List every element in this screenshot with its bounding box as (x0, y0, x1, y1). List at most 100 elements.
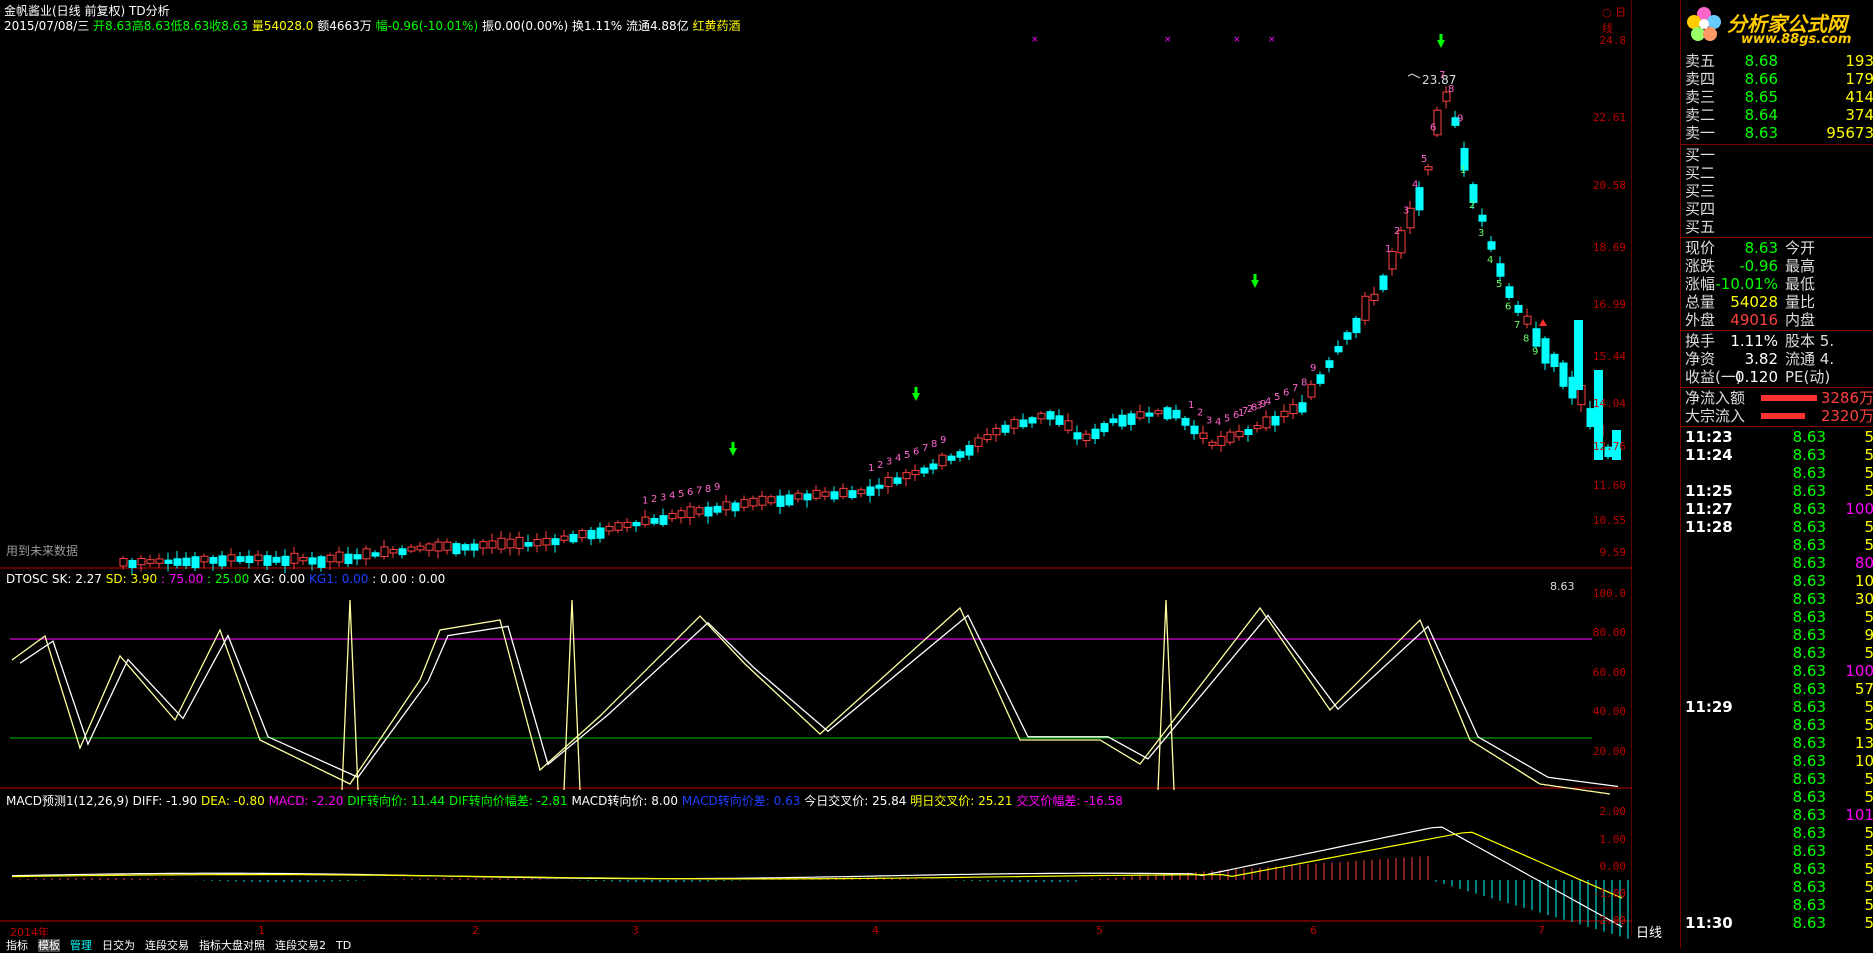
chart-title: 金帆酱业(日线 前复权) TD分析 (4, 4, 170, 18)
candle (1532, 328, 1541, 347)
td-count-label: 5 (678, 489, 684, 500)
quote-open: 开8.63 (93, 19, 132, 33)
tick-row: 8.63 57 (1681, 680, 1873, 698)
marker-x-icon: × (1233, 35, 1241, 45)
td-count-label: 3 (1478, 228, 1484, 239)
tab-template[interactable]: 模板 (38, 939, 60, 952)
candle (1559, 362, 1568, 387)
tick-row: 8.63 5 (1681, 464, 1873, 482)
quote-high: 高8.63 (131, 19, 171, 33)
tick-price: 8.63 (1792, 518, 1826, 536)
tab-daily[interactable]: 日交为 (102, 939, 135, 952)
tick-row: 8.63 13 (1681, 734, 1873, 752)
quote-label2: 量比 (1785, 293, 1816, 311)
time-tick: 2 (472, 924, 479, 937)
buy-4-row: 买四 (1681, 200, 1873, 218)
tick-price: 8.63 (1792, 824, 1826, 842)
candle (398, 548, 407, 556)
tab-segment[interactable]: 连段交易 (145, 939, 189, 952)
candle (767, 496, 776, 504)
tick-price: 8.63 (1792, 554, 1826, 572)
candle (650, 518, 659, 524)
sell-4-vol: 179 (1845, 70, 1873, 88)
candle (776, 495, 785, 507)
candle (1073, 432, 1082, 440)
candle (1334, 346, 1343, 353)
tick-list[interactable]: 11:23 8.63 5 11:24 8.63 5 8.63 5 11:25 8.63 5 11:27… (1681, 428, 1873, 948)
tick-volume: 30 (1854, 590, 1873, 608)
tick-row: 8.63 5 (1681, 878, 1873, 896)
flow-row-net: 净流入额 3286万 (1681, 389, 1873, 407)
macd-dif-line (11, 826, 1623, 928)
dtosc-sd-line (19, 614, 1619, 788)
tick-volume: 5 (1864, 842, 1873, 860)
candle (281, 555, 290, 566)
tick-price: 8.63 (1792, 734, 1826, 752)
candle (1010, 419, 1019, 429)
tab-indicator[interactable]: 指标 (6, 939, 28, 952)
quote-label2: 最低 (1785, 275, 1816, 293)
td-count-label: 6 (1430, 122, 1436, 133)
candle (884, 476, 893, 487)
time-tick: 7 (1538, 924, 1545, 937)
tick-row: 8.63 5 (1681, 896, 1873, 914)
candle (668, 512, 677, 520)
tick-row: 8.63 10 (1681, 752, 1873, 770)
tick-price: 8.63 (1792, 788, 1826, 806)
tick-volume: 5 (1864, 608, 1873, 626)
candle (1307, 383, 1316, 398)
chart-area[interactable]: 金帆酱业(日线 前复权) TD分析 2015/07/08/三 开8.63高8.6… (0, 0, 1632, 952)
candle (1586, 408, 1595, 428)
candle (128, 560, 137, 569)
td-count-label: 8 (1251, 403, 1257, 414)
stats-label2: 流通 (1785, 350, 1816, 368)
sell-1-vol: 95673 (1826, 124, 1873, 142)
info-panel: 分析家公式网 www.88gs.com 卖五 8.68 193 卖四 8.66 179 … (1680, 0, 1873, 948)
td-count-label: 2 (1469, 200, 1475, 211)
quote-amplitude: 振0.00(0.00%) (481, 19, 569, 33)
tick-price: 8.63 (1792, 626, 1826, 644)
candle (1370, 293, 1379, 301)
price-tick: 24.8 (1599, 34, 1627, 47)
candle (1594, 370, 1603, 460)
tick-time: 11:27 (1685, 500, 1733, 518)
dtosc-tick: 100.0 (1592, 587, 1626, 600)
candle (893, 477, 902, 484)
dtosc-spike (1157, 599, 1175, 791)
time-tick: 2014年 (10, 926, 49, 939)
candle (641, 516, 650, 526)
tick-row: 8.63 100 (1681, 662, 1873, 680)
tick-volume: 5 (1864, 878, 1873, 896)
buy-1-label: 买一 (1685, 146, 1716, 164)
buy-5-row: 买五 (1681, 218, 1873, 236)
candle (236, 556, 245, 562)
sell-2-price: 8.64 (1744, 106, 1778, 124)
td-count-label: 8 (1301, 377, 1307, 388)
td-count-label: 9 (1532, 347, 1538, 358)
tab-compare[interactable]: 指标大盘对照 (199, 939, 265, 952)
tab-segment2[interactable]: 连段交易2 (275, 939, 326, 952)
price-tick: 11.60 (1592, 479, 1626, 492)
tab-td[interactable]: TD (336, 939, 352, 952)
td-count-label: 5 (1274, 392, 1280, 403)
period-label[interactable]: 日线 (1636, 926, 1663, 941)
tick-price: 8.63 (1792, 716, 1826, 734)
candle (1388, 251, 1397, 270)
time-tick: 3 (632, 924, 639, 937)
flow-value: 2320万 (1820, 407, 1873, 425)
candle (452, 543, 461, 555)
sell-3-label: 卖三 (1685, 88, 1716, 106)
dtosc-extra2: : 0.00 (372, 572, 407, 586)
tick-row: 11:28 8.63 5 (1681, 518, 1873, 536)
tick-row: 8.63 5 (1681, 644, 1873, 662)
quote-label2: 内盘 (1785, 311, 1816, 329)
quote-date: 2015/07/08/三 (4, 19, 90, 33)
future-data-note: 用到未来数据 (6, 544, 79, 558)
candle (1109, 418, 1118, 424)
candle (344, 553, 353, 565)
td-count-label: 2 (877, 460, 883, 471)
td-count-label: 2 (1394, 226, 1400, 237)
tab-manage[interactable]: 管理 (70, 939, 92, 952)
stats-value2: 4. (1819, 350, 1835, 368)
